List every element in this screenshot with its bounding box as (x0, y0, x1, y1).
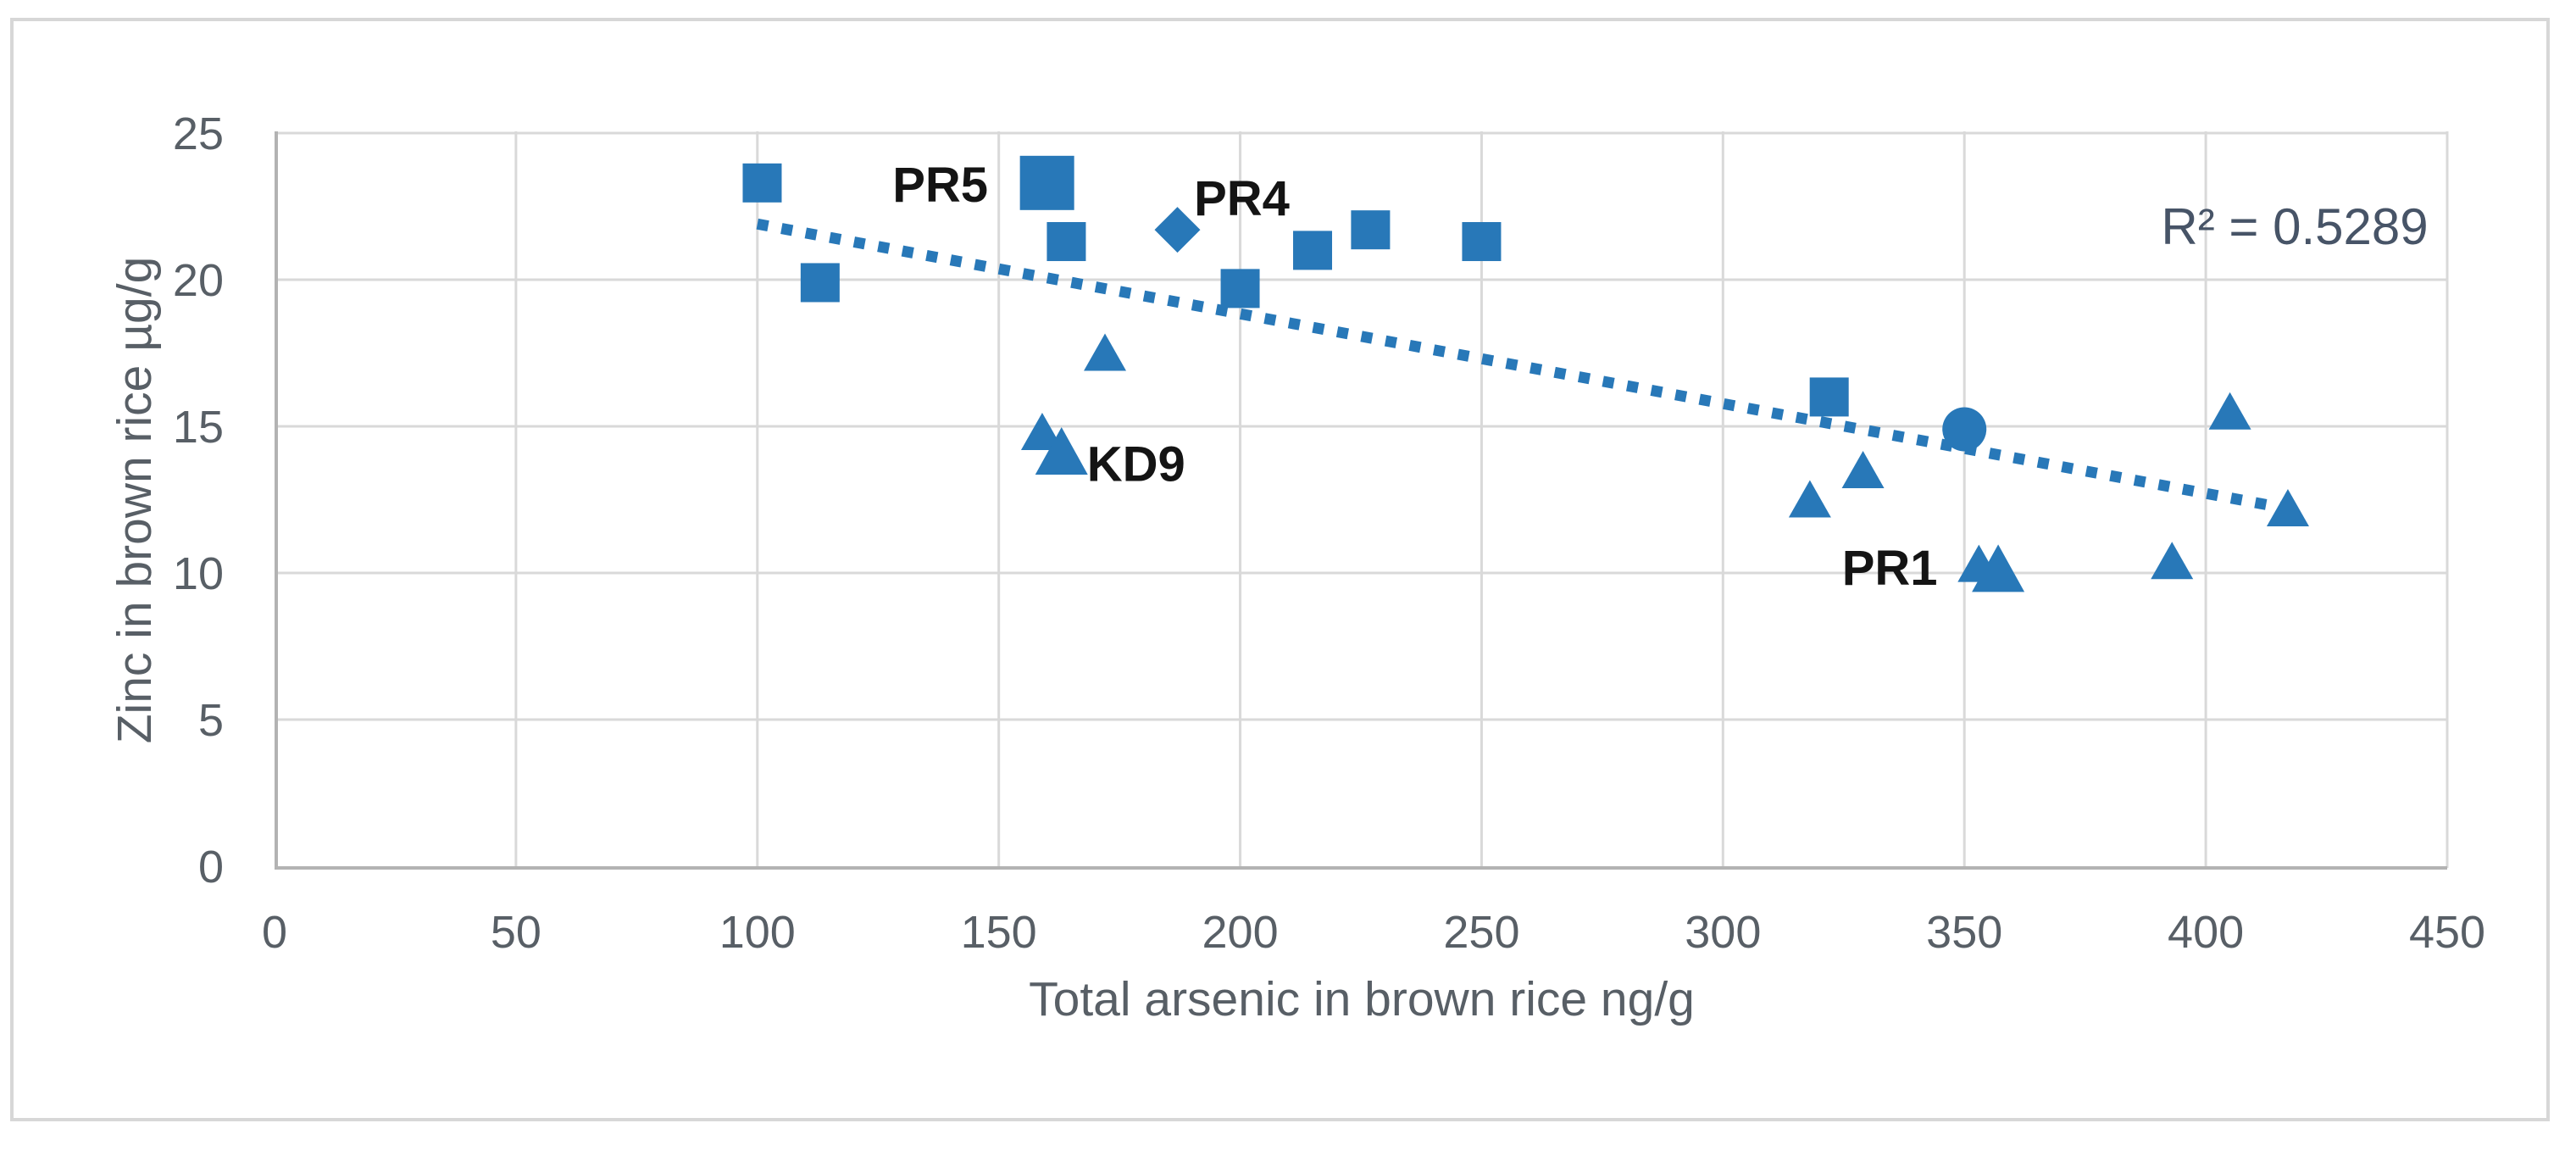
scatter-point-triangle (1841, 450, 1885, 488)
y-tick-label: 15 (173, 402, 224, 453)
x-tick-label: 250 (1443, 907, 1519, 958)
x-tick-label: 100 (719, 907, 796, 958)
y-axis-title: Zinc in brown rice µg/g (108, 257, 162, 744)
scatter-point-square (1351, 210, 1391, 250)
x-tick-label: 0 (262, 907, 287, 958)
scatter-point-circle (1942, 407, 1987, 452)
x-tick-label: 150 (961, 907, 1037, 958)
point-label-PR1: PR1 (1842, 541, 1938, 596)
point-label-PR5: PR5 (892, 158, 988, 213)
y-tick-label: 5 (198, 695, 224, 746)
y-tick-label: 25 (173, 108, 224, 159)
r-squared-label: R² = 0.5289 (2161, 198, 2428, 255)
scatter-point-triangle (1020, 412, 1063, 450)
trendline (756, 218, 2304, 517)
x-tick-label: 300 (1685, 907, 1761, 958)
scatter-point-square (1462, 222, 1502, 262)
scatter-point-diamond (1154, 207, 1201, 253)
x-tick-label: 200 (1202, 907, 1279, 958)
scatter-point-triangle (2208, 392, 2251, 430)
scatter-point-triangle (2266, 488, 2309, 526)
x-tick-label: 50 (491, 907, 541, 958)
scatter-point-triangle (1788, 480, 1831, 518)
y-tick-label: 20 (173, 255, 224, 306)
scatter-point-square (1809, 377, 1849, 417)
scatter-point-triangle (1035, 427, 1088, 475)
scatter-point-triangle (1084, 333, 1127, 371)
x-tick-label: 450 (2409, 907, 2485, 958)
scatter-point-square (1220, 269, 1260, 309)
scatter-point-square (1019, 155, 1074, 210)
x-tick-label: 350 (1926, 907, 2002, 958)
x-tick-label: 400 (2168, 907, 2244, 958)
scatter-point-square (800, 263, 840, 303)
scatter-point-triangle (1972, 544, 2025, 592)
y-tick-label: 10 (173, 548, 224, 599)
scatter-point-square (742, 163, 782, 203)
point-label-PR4: PR4 (1194, 171, 1290, 226)
scatter-point-square (1046, 222, 1086, 262)
x-axis-title: Total arsenic in brown rice ng/g (1029, 972, 1695, 1026)
point-label-KD9: KD9 (1087, 437, 1185, 492)
scatter-point-square (1293, 231, 1333, 270)
scatter-point-triangle (2151, 542, 2194, 580)
figure-border (10, 18, 2550, 1121)
y-tick-label: 0 (198, 842, 224, 892)
